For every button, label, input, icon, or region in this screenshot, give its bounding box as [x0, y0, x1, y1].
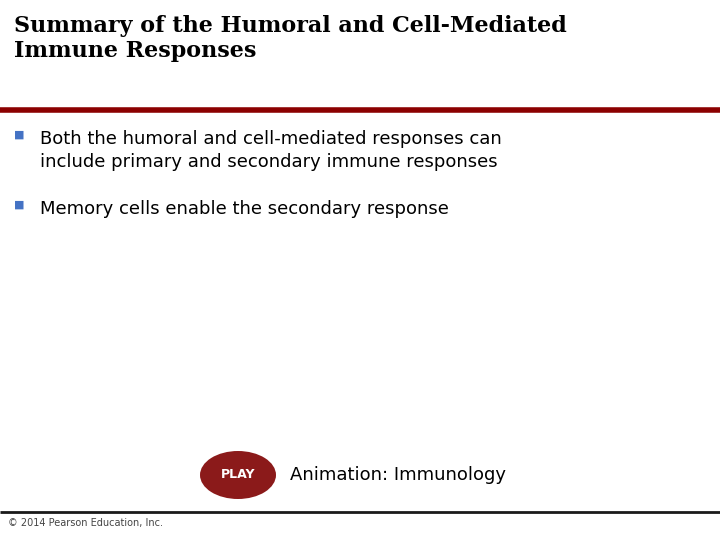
Text: Memory cells enable the secondary response: Memory cells enable the secondary respon… [40, 200, 449, 218]
Text: PLAY: PLAY [221, 469, 256, 482]
Text: Both the humoral and cell-mediated responses can
include primary and secondary i: Both the humoral and cell-mediated respo… [40, 130, 502, 171]
Text: ■: ■ [14, 130, 24, 140]
Ellipse shape [200, 451, 276, 499]
Text: © 2014 Pearson Education, Inc.: © 2014 Pearson Education, Inc. [8, 518, 163, 528]
Text: Animation: Immunology: Animation: Immunology [290, 466, 506, 484]
Text: Summary of the Humoral and Cell-Mediated
Immune Responses: Summary of the Humoral and Cell-Mediated… [14, 15, 567, 62]
Text: ■: ■ [14, 200, 24, 210]
